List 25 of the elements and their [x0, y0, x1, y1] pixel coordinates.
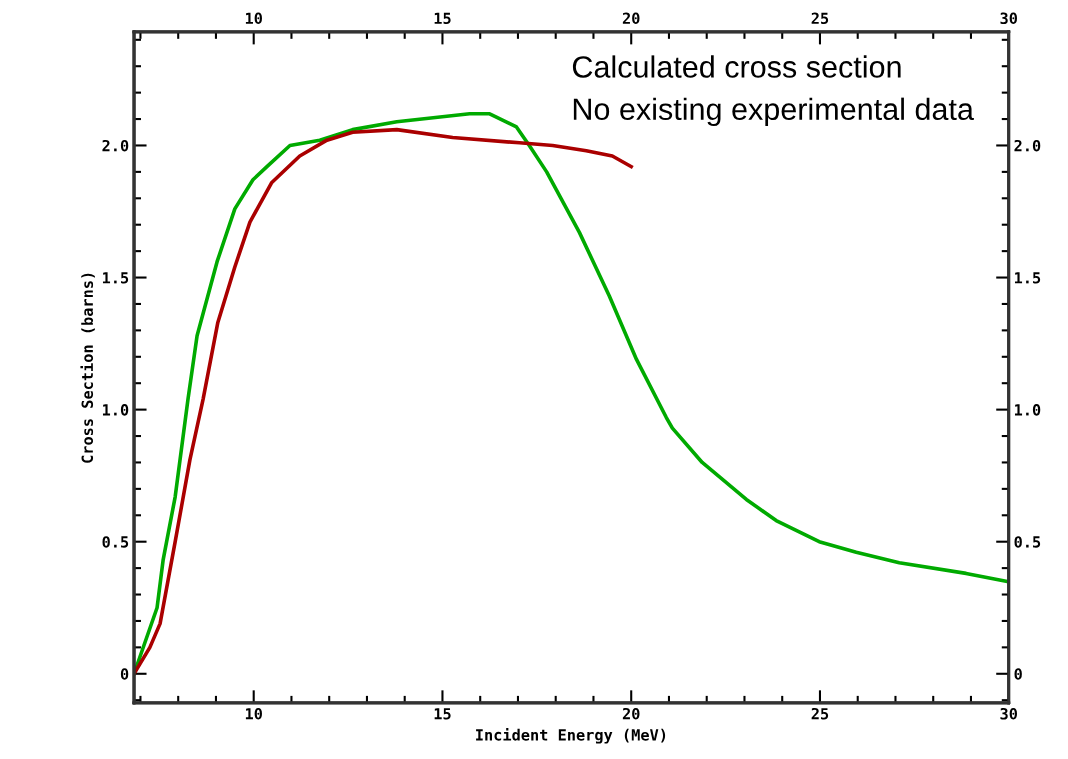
x-tick-label: 25: [811, 707, 829, 720]
x2-tick-label: 20: [622, 12, 640, 25]
y2-tick-label: 2.0: [1014, 139, 1041, 152]
x2-tick-label: 10: [245, 12, 262, 25]
y-tick-label: 1.5: [102, 272, 129, 284]
y-axis-title: Cross Section (barns): [80, 273, 95, 463]
y-tick-label: 2.0: [102, 139, 129, 152]
annotation: No existing experimental data: [573, 97, 974, 127]
y2-tick-label: 0.5: [1014, 536, 1041, 548]
x-tick-label: 15: [434, 708, 451, 720]
y2-tick-label: 0: [1014, 668, 1022, 680]
x-tick-label: 20: [622, 707, 640, 720]
y-tick-label: 0.5: [102, 536, 129, 548]
x-tick-label: 30: [1000, 707, 1018, 720]
y-tick-label: 0: [120, 668, 129, 680]
x2-tick-label: 25: [811, 12, 829, 25]
x2-tick-label: 30: [1000, 12, 1018, 25]
x-axis-title: Incident Energy (MeV): [476, 728, 666, 744]
line-series: [134, 127, 634, 676]
x-tick-label: 10: [245, 707, 262, 720]
x2-tick-label: 15: [434, 12, 451, 25]
y2-tick-label: 1.0: [1014, 404, 1041, 416]
y2-tick-label: 1.5: [1014, 272, 1041, 284]
annotation: Calculated cross section: [572, 55, 901, 78]
y-tick-label: 1.0: [102, 404, 129, 416]
